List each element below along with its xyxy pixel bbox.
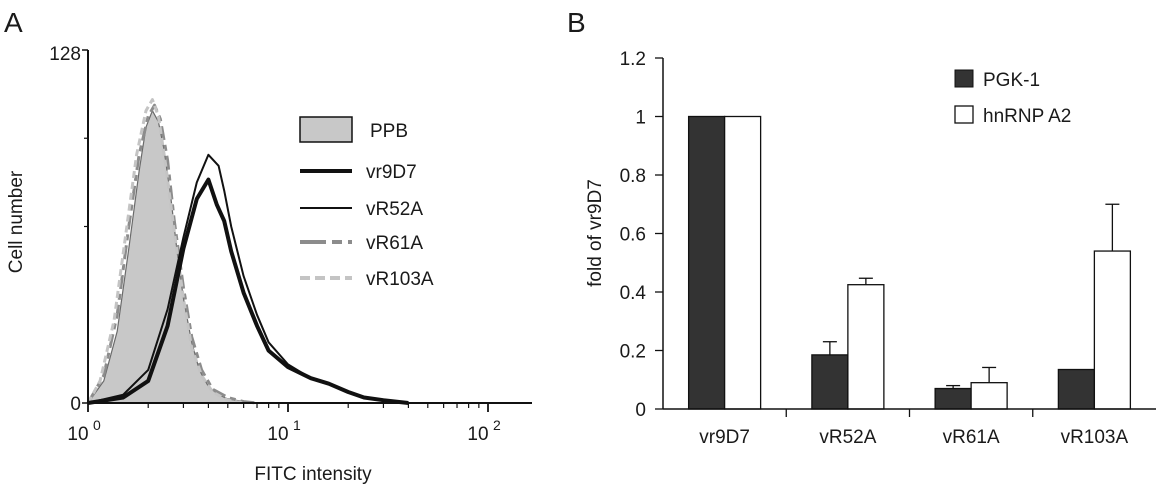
bar-pgk-1-vr52a — [811, 354, 849, 410]
legend-label-vr52a: vR52A — [366, 199, 423, 220]
histogram-x-label: FITC intensity — [254, 464, 372, 485]
bar-pgk-1-vr9d7 — [687, 115, 726, 410]
histogram-series-group — [84, 98, 409, 405]
histogram-x-tick-label: 10 — [467, 424, 488, 445]
histogram-x-tick-label: 10 — [67, 424, 88, 445]
legend-label-hnrnpa2: hnRNP A2 — [983, 106, 1071, 127]
legend-label-vr61a: vR61A — [366, 233, 423, 254]
bar-y-tick-label: 0.6 — [620, 225, 646, 246]
histogram-x-tick-exponent: 0 — [93, 417, 101, 433]
legend-swatch-hnrnpa2 — [954, 105, 974, 124]
bar-y-ticks: 0 0.2 0.4 0.6 0.8 1 1.2 — [620, 49, 663, 421]
bar-x-tick-label: vR61A — [943, 427, 1000, 448]
histogram-y-label: Cell number — [6, 170, 27, 273]
histogram-panel: 128 0 10 0 10 1 10 2 FITC intensity Cell numb… — [6, 44, 532, 485]
bar-series-group — [687, 115, 1132, 410]
bar-y-tick-label: 0.8 — [620, 166, 646, 187]
bar-hnrnp-a2-vr9d7 — [723, 115, 762, 410]
series-vr61a — [86, 103, 258, 405]
histogram-x-tick-exponent: 2 — [493, 417, 501, 433]
histogram-legend: PPB vr9D7 vR52A vR61A vR103A — [299, 116, 434, 290]
histogram-x-ticks: 10 0 10 1 10 2 — [67, 403, 501, 445]
histogram-y-tick-label-top: 128 — [49, 44, 81, 65]
histogram-x-tick-label: 10 — [267, 424, 288, 445]
bar-y-tick-label: 0.2 — [620, 342, 646, 363]
bar-y-tick-label: 1.2 — [620, 49, 646, 70]
bar-pgk-1-vr103a — [1057, 368, 1096, 410]
bar-pgk-1-vr61a — [934, 387, 972, 410]
bar-legend: PGK-1 hnRNP A2 — [954, 69, 1071, 127]
legend-label-pgk1: PGK-1 — [983, 70, 1040, 91]
bar-hnrnp-a2-vr52a — [847, 284, 885, 410]
panel-a-letter: A — [4, 7, 23, 38]
bar-y-label: fold of vr9D7 — [585, 179, 606, 287]
bar-x-ticks: vr9D7 vR52A vR61A vR103A — [699, 409, 1128, 448]
bar-y-tick-label: 1 — [635, 108, 646, 129]
bar-x-tick-label: vr9D7 — [699, 427, 750, 448]
bar-panel: 00.20.40.60.811.2 vr9D7 vR52A vR61A vR103A … — [585, 49, 1156, 448]
legend-label-vr103a: vR103A — [366, 269, 434, 290]
bar-x-tick-label: vR52A — [819, 427, 876, 448]
bar-hnrnp-a2-vr103a — [1093, 250, 1132, 410]
bar-y-tick-label: 0 — [635, 400, 646, 421]
panel-b-letter: B — [567, 7, 586, 38]
legend-label-vr9d7: vr9D7 — [366, 162, 417, 183]
series-vr9d7 — [87, 177, 409, 405]
legend-label-ppb: PPB — [370, 121, 408, 142]
bar-y-tick-label: 0.4 — [620, 283, 647, 304]
series-vr103a — [86, 98, 244, 405]
legend-swatch-ppb — [299, 116, 353, 143]
histogram-x-tick-exponent: 1 — [293, 417, 301, 433]
bar-x-tick-label: vR103A — [1061, 427, 1129, 448]
histogram-y-tick-label-bottom: 0 — [70, 394, 81, 415]
bar-hnrnp-a2-vr61a — [970, 382, 1008, 410]
legend-swatch-pgk1 — [954, 69, 974, 88]
